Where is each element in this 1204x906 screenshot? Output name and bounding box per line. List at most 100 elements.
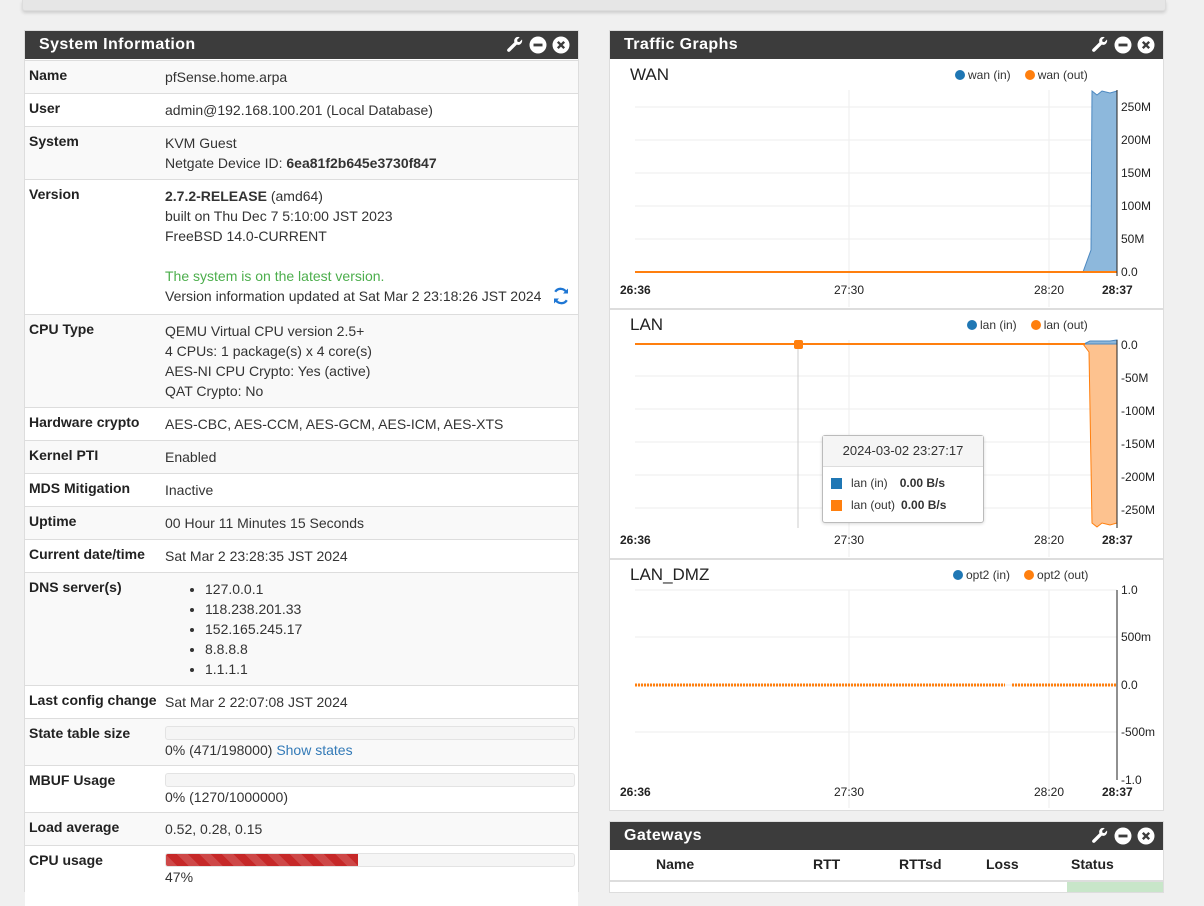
cpu-usage-bar — [166, 854, 358, 866]
panel-heading: System Information — [25, 31, 578, 59]
minimize-icon[interactable] — [1114, 827, 1132, 845]
x-tick: 27:30 — [834, 533, 865, 547]
wan-plot — [635, 89, 1118, 307]
panel-heading: Traffic Graphs — [610, 31, 1163, 59]
wrench-icon[interactable] — [506, 36, 524, 54]
close-icon[interactable] — [1137, 36, 1155, 54]
row-label: Kernel PTI — [29, 447, 99, 463]
column-header-rtt[interactable]: RTT — [813, 856, 841, 872]
lan-graph: LAN lan (in) lan (out) 0.0 -50M -100M -1… — [610, 310, 1163, 558]
dns-server: 1.1.1.1 — [205, 659, 302, 679]
gateways-panel: Gateways Name RTT RTTsd Loss Status — [609, 821, 1164, 893]
mbuf-value: 0% (1270/1000000) — [165, 789, 288, 805]
x-tick: 28:20 — [1034, 283, 1065, 297]
row-version: Version 2.7.2-RELEASE (amd64) built on T… — [25, 179, 578, 315]
close-icon[interactable] — [552, 36, 570, 54]
row-label: User — [29, 100, 61, 116]
legend-in-label: wan (in) — [968, 68, 1011, 82]
legend-in[interactable]: lan (in) — [967, 318, 1017, 332]
row-system: System KVM Guest Netgate Device ID: 6ea8… — [25, 126, 578, 180]
graph-tooltip: 2024-03-02 23:27:17 lan (in) 0.00 B/s la… — [822, 435, 984, 523]
x-tick: 26:36 — [620, 533, 651, 547]
x-tick: 27:30 — [834, 785, 865, 799]
state-table-progress — [165, 726, 575, 740]
close-icon[interactable] — [1137, 827, 1155, 845]
row-cpu-type: CPU Type QEMU Virtual CPU version 2.5+ 4… — [25, 314, 578, 408]
refresh-icon[interactable] — [551, 286, 571, 306]
graph-title: LAN_DMZ — [630, 565, 710, 584]
version-built: built on Thu Dec 7 5:10:00 JST 2023 — [165, 208, 393, 224]
qat-status: QAT Crypto: No — [165, 383, 264, 399]
wrench-icon[interactable] — [1091, 827, 1109, 845]
y-tick: -200M — [1121, 470, 1156, 484]
panel-title: System Information — [39, 36, 196, 53]
minimize-icon[interactable] — [529, 36, 547, 54]
show-states-link[interactable]: Show states — [276, 742, 353, 758]
legend-out[interactable]: lan (out) — [1030, 318, 1088, 332]
row-current-datetime: Current date/time Sat Mar 2 23:28:35 JST… — [25, 539, 578, 573]
hostname-value: pfSense.home.arpa — [165, 69, 288, 85]
row-label: Uptime — [29, 513, 77, 529]
legend-in-label: opt2 (in) — [966, 568, 1011, 582]
row-uptime: Uptime 00 Hour 11 Minutes 15 Seconds — [25, 506, 578, 540]
legend-out-label: opt2 (out) — [1037, 568, 1089, 582]
x-tick: 27:30 — [834, 283, 865, 297]
dns-server-list: 127.0.0.1 118.238.201.33 152.165.245.17 … — [165, 579, 302, 679]
system-information-panel: System Information Name pfSense.home.arp… — [24, 30, 579, 906]
graph-title: WAN — [630, 65, 670, 84]
column-header-status[interactable]: Status — [1071, 856, 1114, 872]
legend-out-label: wan (out) — [1037, 68, 1088, 82]
row-label: MDS Mitigation — [29, 480, 131, 496]
version-os: FreeBSD 14.0-CURRENT — [165, 228, 327, 244]
y-tick: 200M — [1121, 133, 1152, 147]
cpu-count: 4 CPUs: 1 package(s) x 4 core(s) — [165, 343, 372, 359]
legend-in[interactable]: opt2 (in) — [953, 568, 1010, 582]
datetime-value: Sat Mar 2 23:28:35 JST 2024 — [165, 548, 348, 564]
row-label: CPU usage — [29, 852, 103, 868]
version-release-line: 2.7.2-RELEASE (amd64) — [165, 186, 570, 206]
y-tick: 1.0 — [1121, 583, 1138, 597]
load-average-value: 0.52, 0.28, 0.15 — [165, 821, 263, 837]
tooltip-out-label: lan (out) — [851, 498, 896, 512]
x-tick: 26:36 — [620, 283, 651, 297]
column-header-name[interactable]: Name — [656, 856, 695, 872]
wan-in-area — [1082, 89, 1118, 273]
y-tick: 0.0 — [1121, 338, 1138, 352]
version-release: 2.7.2-RELEASE — [165, 188, 267, 204]
version-status: The system is on the latest version. — [165, 268, 385, 284]
system-type: KVM Guest — [165, 135, 237, 151]
graph-legend: wan (in) wan (out) — [955, 68, 1088, 82]
minimize-icon[interactable] — [1114, 36, 1132, 54]
dns-server: 8.8.8.8 — [205, 639, 302, 659]
y-tick: 0.0 — [1121, 678, 1138, 692]
y-tick: -1.0 — [1121, 773, 1142, 787]
column-header-loss[interactable]: Loss — [986, 856, 1019, 872]
y-tick: 50M — [1121, 232, 1145, 246]
table-header-divider — [610, 880, 1163, 882]
x-tick: 28:37 — [1102, 283, 1133, 297]
wrench-icon[interactable] — [1091, 36, 1109, 54]
lan-dmz-plot — [635, 589, 1118, 808]
row-kernel-pti: Kernel PTI Enabled — [25, 440, 578, 474]
graph-divider — [610, 308, 1163, 310]
row-mds-mitigation: MDS Mitigation Inactive — [25, 473, 578, 507]
device-id: 6ea81f2b645e3730f847 — [286, 155, 437, 171]
hw-crypto-value: AES-CBC, AES-CCM, AES-GCM, AES-ICM, AES-… — [165, 416, 504, 432]
tooltip-time: 2024-03-02 23:27:17 — [823, 436, 983, 467]
row-label: Version — [29, 186, 80, 202]
dns-server: 118.238.201.33 — [205, 599, 302, 619]
aesni-status: AES-NI CPU Crypto: Yes (active) — [165, 363, 371, 379]
column-header-rttsd[interactable]: RTTsd — [899, 856, 942, 872]
y-tick: -500m — [1121, 725, 1156, 739]
legend-in[interactable]: wan (in) — [955, 68, 1011, 82]
y-tick: -100M — [1121, 404, 1156, 418]
x-tick: 28:37 — [1102, 533, 1133, 547]
tooltip-out-value: 0.00 B/s — [901, 498, 947, 512]
graph-legend: opt2 (in) opt2 (out) — [953, 568, 1088, 582]
version-arch: (amd64) — [270, 188, 323, 204]
row-label: State table size — [29, 725, 131, 741]
legend-out[interactable]: opt2 (out) — [1024, 568, 1088, 582]
tooltip-in-value: 0.00 B/s — [899, 476, 946, 490]
legend-out[interactable]: wan (out) — [1024, 68, 1088, 82]
row-state-table-size: State table size 0% (471/198000) Show st… — [25, 718, 578, 766]
